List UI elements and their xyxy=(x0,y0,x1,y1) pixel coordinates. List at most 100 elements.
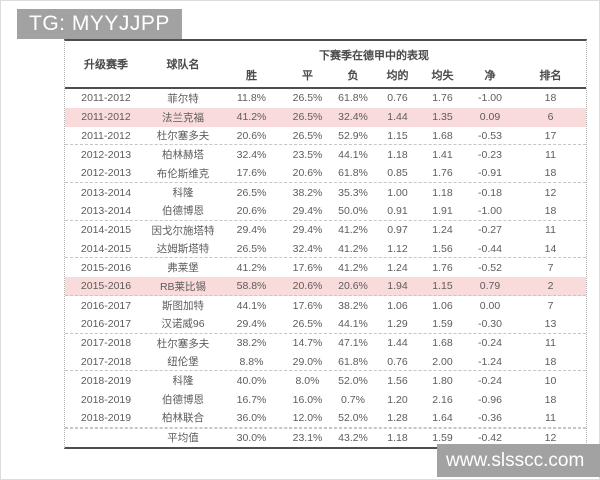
cell-draw: 14.7% xyxy=(292,337,323,350)
cell-draw: 26.5% xyxy=(292,111,323,124)
cell-win: 58.8% xyxy=(236,280,267,293)
cell-draw: 20.6% xyxy=(292,280,323,293)
cell-rank: 18 xyxy=(544,393,557,406)
table-header: 升级赛季 球队名 下赛季在德甲中的表现 胜 平 负 均的 均失 净 排名 xyxy=(65,41,586,89)
cell-draw: 29.4% xyxy=(292,224,323,237)
cell-avg-against: 1.68 xyxy=(432,337,453,350)
cell-season: 2012-2013 xyxy=(80,167,132,180)
cell-draw: 26.5% xyxy=(292,129,323,142)
cell-season: 2011-2012 xyxy=(81,92,131,105)
cell-net: -0.52 xyxy=(478,261,502,274)
cell-net: -1.00 xyxy=(478,204,502,217)
cell-draw: 8.0% xyxy=(295,374,320,387)
cell-avg-for: 0.76 xyxy=(387,92,408,105)
watermark-text: www.slsscc.com xyxy=(446,449,585,471)
cell-avg-against: 1.76 xyxy=(432,92,453,105)
cell-win: 16.7% xyxy=(236,393,267,406)
cell-team: 杜尔塞多夫 xyxy=(156,130,210,143)
cell-rank: 13 xyxy=(544,317,557,330)
cell-avg-against: 1.64 xyxy=(432,411,453,424)
cell-avg-against: 1.35 xyxy=(432,111,453,124)
table-body: 2011-2012 菲尔特 11.8% 26.5% 61.8% 0.76 1.76 -1.00… xyxy=(65,89,586,447)
cell-rank: 6 xyxy=(547,111,554,124)
cell-draw: 32.4% xyxy=(292,242,323,255)
cell-loss: 61.8% xyxy=(338,167,368,180)
cell-season: 2014-2015 xyxy=(80,224,132,237)
cell-net: 0.00 xyxy=(479,299,501,312)
cell-win: 32.4% xyxy=(236,148,267,161)
column-header-win: 胜 xyxy=(246,70,257,82)
cell-rank: 18 xyxy=(544,92,557,105)
cell-win: 44.1% xyxy=(236,299,267,312)
table-row: 2012-2013 柏林赫塔 32.4% 23.5% 44.1% 1.18 1.41 -0.2… xyxy=(65,145,586,164)
cell-draw: 26.5% xyxy=(292,317,323,330)
cell-rank: 11 xyxy=(545,337,556,350)
column-header-season: 升级赛季 xyxy=(84,59,128,71)
cell-avg-for: 1.24 xyxy=(387,261,408,274)
sub-column-headers: 胜 平 负 均的 均失 净 排名 xyxy=(219,67,586,83)
cell-net: -0.24 xyxy=(478,374,502,387)
table-row: 2011-2012 杜尔塞多夫 20.6% 26.5% 52.9% 1.15 1.68 -0.… xyxy=(65,127,586,146)
cell-avg-against: 1.24 xyxy=(432,224,453,237)
site-tag-banner: TG: MYYJJPP xyxy=(17,9,182,39)
cell-season: 2016-2017 xyxy=(80,317,132,330)
cell-net: -0.42 xyxy=(478,431,502,444)
cell-avg-for: 1.12 xyxy=(387,242,408,255)
table-row: 2014-2015 达姆斯塔特 26.5% 32.4% 41.2% 1.12 1.56 -0.… xyxy=(65,240,586,259)
cell-draw: 38.2% xyxy=(292,186,323,199)
cell-net: -0.91 xyxy=(478,167,502,180)
cell-avg-for: 1.94 xyxy=(387,280,408,293)
cell-avg-for: 1.15 xyxy=(387,129,408,142)
cell-win: 40.0% xyxy=(236,374,267,387)
cell-loss: 38.2% xyxy=(338,299,368,312)
cell-net: -0.23 xyxy=(478,148,502,161)
cell-win: 38.2% xyxy=(236,337,267,350)
table-row: 2015-2016 弗莱堡 41.2% 17.6% 41.2% 1.24 1.76 -0.52… xyxy=(65,258,586,277)
column-header-draw: 平 xyxy=(302,70,313,82)
cell-draw: 29.4% xyxy=(292,204,323,217)
table-row: 2018-2019 柏林联合 36.0% 12.0% 52.0% 1.28 1.64 -0.3… xyxy=(65,409,586,428)
cell-rank: 18 xyxy=(544,167,557,180)
table-row: 2013-2014 科隆 26.5% 38.2% 35.3% 1.00 1.18 -0.18 1… xyxy=(65,183,586,202)
cell-net: 0.79 xyxy=(479,280,501,293)
cell-loss: 44.1% xyxy=(338,317,368,330)
table-row: 平均值 30.0% 23.1% 43.2% 1.18 1.59 -0.42 12 xyxy=(65,427,586,447)
cell-avg-against: 2.00 xyxy=(432,355,453,368)
cell-loss: 52.9% xyxy=(338,129,368,142)
site-tag-text: TG: MYYJJPP xyxy=(29,12,170,35)
cell-draw: 23.1% xyxy=(292,431,323,444)
cell-win: 29.4% xyxy=(236,317,267,330)
cell-draw: 26.5% xyxy=(292,92,323,105)
cell-rank: 11 xyxy=(545,224,556,237)
watermark-bar: www.slsscc.com xyxy=(437,444,600,477)
cell-rank: 12 xyxy=(544,431,557,444)
cell-draw: 20.6% xyxy=(292,167,323,180)
cell-rank: 12 xyxy=(544,186,557,199)
cell-team: 因戈尔施塔特 xyxy=(151,224,215,237)
cell-win: 41.2% xyxy=(236,111,267,124)
cell-loss: 61.8% xyxy=(338,92,368,105)
table-row: 2011-2012 法兰克福 41.2% 26.5% 32.4% 1.44 1.35 0.09… xyxy=(65,107,586,127)
cell-loss: 47.1% xyxy=(338,337,368,350)
cell-team: 斯图加特 xyxy=(162,300,204,313)
cell-draw: 17.6% xyxy=(292,261,323,274)
cell-net: 0.09 xyxy=(479,111,501,124)
cell-avg-against: 1.91 xyxy=(432,204,453,217)
cell-team: 伯德博恩 xyxy=(162,205,204,218)
cell-avg-for: 0.76 xyxy=(387,355,408,368)
cell-loss: 61.8% xyxy=(338,355,368,368)
cell-loss: 20.6% xyxy=(338,280,368,293)
table-row: 2011-2012 菲尔特 11.8% 26.5% 61.8% 0.76 1.76 -1.00… xyxy=(65,89,586,108)
cell-team: 纽伦堡 xyxy=(167,356,199,368)
cell-win: 20.6% xyxy=(236,129,267,142)
table-row: 2017-2018 纽伦堡 8.8% 29.0% 61.8% 0.76 2.00 -1.24 1… xyxy=(65,353,586,372)
cell-season: 2011-2012 xyxy=(81,129,131,142)
cell-season: 2016-2017 xyxy=(80,299,132,312)
cell-team: 柏林赫塔 xyxy=(162,149,204,162)
column-header-avg-against: 均失 xyxy=(431,70,454,82)
cell-avg-for: 1.18 xyxy=(387,431,408,444)
cell-rank: 18 xyxy=(544,355,557,368)
table-row: 2018-2019 科隆 40.0% 8.0% 52.0% 1.56 1.80 -0.24 10 xyxy=(65,371,586,390)
cell-win: 26.5% xyxy=(236,242,267,255)
cell-season: 2014-2015 xyxy=(80,242,132,255)
